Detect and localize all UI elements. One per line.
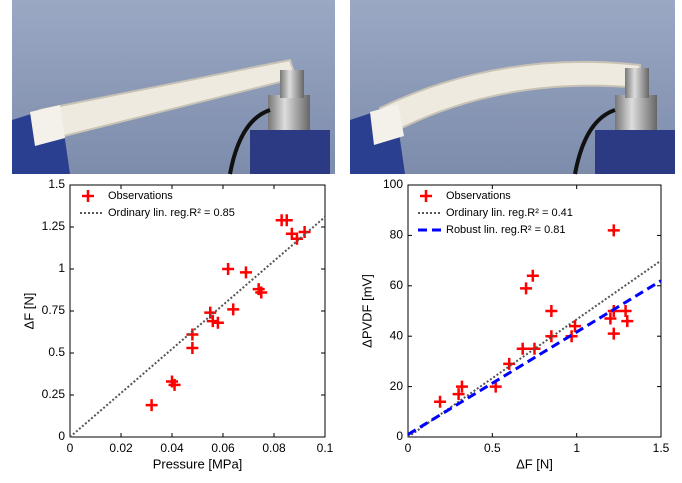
point bbox=[434, 395, 447, 408]
x-axis-label: ΔF [N] bbox=[516, 456, 553, 471]
point bbox=[545, 305, 558, 317]
point bbox=[528, 342, 541, 355]
legend-label: Robust lin. reg.R² = 0.81 bbox=[446, 224, 566, 236]
x-tick-label: 0.06 bbox=[211, 441, 235, 455]
legend-label: Observations bbox=[108, 190, 173, 202]
plot-area bbox=[69, 184, 326, 438]
point bbox=[526, 269, 539, 282]
point bbox=[211, 316, 224, 329]
y-tick-label: 0 bbox=[396, 429, 403, 443]
point bbox=[222, 263, 235, 275]
y-tick-label: 1.25 bbox=[42, 219, 66, 233]
point bbox=[607, 224, 620, 237]
legend-label: Ordinary lin. reg.R² = 0.41 bbox=[446, 207, 573, 219]
point bbox=[452, 388, 465, 401]
x-axis-label: Pressure [MPa] bbox=[153, 456, 243, 471]
photo-left bbox=[12, 0, 335, 175]
x-tick-label: 1.5 bbox=[653, 441, 670, 455]
point bbox=[621, 315, 634, 328]
x-tick-label: 0.1 bbox=[317, 441, 334, 455]
point bbox=[227, 303, 240, 316]
point bbox=[186, 341, 199, 354]
regression-line bbox=[69, 216, 326, 438]
y-tick-label: 60 bbox=[390, 278, 404, 292]
point bbox=[168, 378, 181, 391]
legend-symbol bbox=[82, 190, 94, 202]
x-tick-label: 0.04 bbox=[160, 441, 184, 455]
point bbox=[145, 399, 158, 412]
point bbox=[455, 380, 468, 393]
y-tick-label: 20 bbox=[390, 379, 404, 393]
point bbox=[516, 342, 529, 355]
y-tick-label: 0.75 bbox=[42, 303, 66, 317]
legend-label: Ordinary lin. reg.R² = 0.85 bbox=[108, 207, 235, 219]
y-tick-label: 1 bbox=[58, 261, 65, 275]
y-tick-label: 1.5 bbox=[48, 177, 65, 191]
legend-label: Observations bbox=[446, 190, 511, 202]
point bbox=[607, 327, 620, 340]
point bbox=[255, 286, 268, 299]
point bbox=[239, 266, 252, 279]
point bbox=[604, 312, 617, 325]
y-axis-label: ΔPVDF [mV] bbox=[359, 274, 374, 348]
regression-line bbox=[407, 259, 662, 438]
point bbox=[545, 330, 558, 343]
point bbox=[280, 214, 293, 227]
y-axis-label: ΔF [N] bbox=[21, 293, 36, 330]
photo-right bbox=[350, 0, 675, 175]
y-tick-label: 0.25 bbox=[42, 387, 66, 401]
y-tick-label: 0 bbox=[58, 429, 65, 443]
point bbox=[520, 282, 533, 295]
y-tick-label: 0.5 bbox=[48, 345, 65, 359]
legend-symbol bbox=[420, 190, 432, 202]
point bbox=[619, 305, 632, 317]
y-tick-label: 40 bbox=[390, 328, 404, 342]
point bbox=[568, 320, 581, 333]
regression-line bbox=[407, 279, 662, 436]
y-tick-label: 100 bbox=[383, 177, 403, 191]
x-tick-label: 0.08 bbox=[262, 441, 286, 455]
x-tick-label: 0.02 bbox=[109, 441, 133, 455]
point bbox=[298, 226, 311, 239]
x-tick-label: 0 bbox=[67, 441, 74, 455]
x-tick-label: 0 bbox=[405, 441, 412, 455]
x-tick-label: 1 bbox=[573, 441, 580, 455]
y-tick-label: 80 bbox=[390, 228, 404, 242]
x-tick-label: 0.5 bbox=[484, 441, 501, 455]
